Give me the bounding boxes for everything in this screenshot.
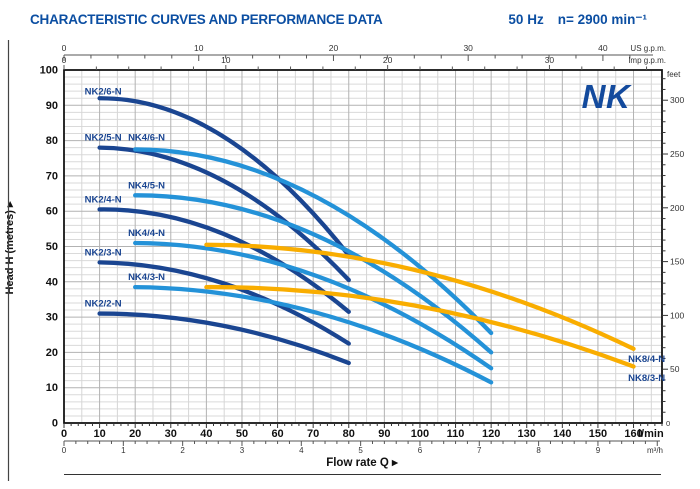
feet-tick-label: 200	[670, 203, 684, 213]
lmin-tick-label: 30	[165, 428, 177, 440]
feet-tick-label: 250	[670, 149, 684, 159]
curve-nk2-2-n	[97, 311, 351, 366]
curve-labels: NK2/6-N NK2/5-N NK2/4-N NK2/3-N NK2/2-N NK4/6…	[85, 87, 666, 384]
metres-tick-label: 10	[46, 382, 58, 394]
lmin-tick-label: 80	[343, 428, 355, 440]
m3h-tick-label: 3	[240, 446, 245, 455]
curve-label: NK4/6-N	[128, 133, 165, 144]
imp-gpm-tick-label: 20	[383, 55, 393, 65]
curve-nk2-5-n	[97, 145, 351, 283]
feet-tick-label: 300	[670, 95, 684, 105]
feet-tick-label: 50	[670, 364, 680, 374]
m3h-tick-label: 6	[418, 446, 423, 455]
curve-nk4-3-n	[133, 284, 494, 385]
metres-tick-label: 100	[40, 65, 58, 77]
m3h-tick-label: 1	[121, 446, 126, 455]
lmin-tick-label: 120	[482, 428, 500, 440]
lmin-tick-label: 160	[624, 428, 642, 440]
us-gpm-tick-label: 30	[463, 43, 473, 53]
page-title: CHARACTERISTIC CURVES AND PERFORMANCE DA…	[30, 12, 383, 27]
frequency-label: 50 Hz	[508, 12, 544, 27]
curve-nk8-4-n	[204, 242, 636, 352]
metres-tick-label: 90	[46, 100, 58, 112]
feet-tick-label: 150	[670, 257, 684, 267]
m3h-tick-label: 4	[299, 446, 304, 455]
us-gpm-tick-label: 10	[194, 43, 204, 53]
metres-tick-label: 60	[46, 206, 58, 218]
axis-us-gpm: 0 10 20 30 40 US g.p.m.	[62, 43, 666, 61]
imp-gpm-tick-label: 30	[545, 55, 555, 65]
curve-nk8-3-n	[204, 284, 636, 369]
m3h-tick-label: 9	[596, 446, 601, 455]
speed-label: n= 2900 min⁻¹	[557, 12, 647, 27]
lmin-tick-label: 110	[447, 428, 465, 440]
feet-tick-label: 100	[670, 310, 684, 320]
nk-logo: NK	[582, 78, 632, 115]
lmin-tick-label: 100	[411, 428, 429, 440]
plot-grid	[64, 70, 662, 423]
axis-lmin: 0 10 20 30 40 50 60 70 80 90 100 110 120 130 140 150 160…	[61, 423, 664, 440]
curve-nk2-4-n	[97, 207, 351, 314]
axis-imp-gpm: 0 10 20 30 Imp g.p.m.	[62, 55, 666, 70]
lmin-tick-label: 0	[61, 428, 67, 440]
us-gpm-tick-label: 20	[329, 43, 339, 53]
curve-label: NK4/3-N	[128, 272, 165, 283]
imp-gpm-tick-label: 10	[221, 55, 231, 65]
curve-label: NK2/5-N	[85, 133, 122, 144]
lmin-tick-label: 70	[307, 428, 319, 440]
lmin-tick-label: 40	[200, 428, 212, 440]
lmin-tick-label: 60	[271, 428, 283, 440]
lmin-tick-label: 140	[553, 428, 571, 440]
curve-nk4-4-n	[133, 240, 494, 371]
axis-head-m: 0 10 20 30 40 50 60 70 80 90 100 Head H (metres) ▸	[4, 65, 58, 430]
lmin-tick-label: 20	[129, 428, 141, 440]
pump-curves	[97, 96, 636, 385]
metres-tick-label: 0	[52, 418, 58, 430]
curve-nk4-6-n	[133, 147, 494, 336]
lmin-tick-label: 10	[93, 428, 105, 440]
us-gpm-tick-label: 0	[62, 43, 67, 53]
axis-feet: 50 100 150 200 250 300 0 feet	[662, 70, 684, 428]
curve-label: NK4/4-N	[128, 228, 165, 239]
metres-tick-label: 50	[46, 241, 58, 253]
metres-tick-label: 20	[46, 347, 58, 359]
metres-tick-label: 40	[46, 276, 58, 288]
curve-label: NK8/3-N	[628, 373, 665, 384]
m3h-tick-label: 5	[358, 446, 363, 455]
m3h-unit-label: m³/h	[647, 446, 663, 455]
imp-gpm-tick-label: 0	[62, 55, 67, 65]
curve-label: NK2/6-N	[85, 87, 122, 98]
us-gpm-unit-label: US g.p.m.	[630, 44, 666, 53]
y-axis-title: Head H (metres) ▸	[4, 201, 16, 294]
x-axis-title: Flow rate Q ▸	[326, 457, 399, 469]
imp-gpm-unit-label: Imp g.p.m.	[628, 56, 666, 65]
lmin-tick-label: 130	[518, 428, 536, 440]
header-specs: 50 Hz n= 2900 min⁻¹	[508, 12, 647, 28]
curve-label: NK2/4-N	[85, 194, 122, 205]
metres-tick-label: 30	[46, 312, 58, 324]
us-gpm-tick-label: 40	[598, 43, 608, 53]
lmin-tick-label: 150	[589, 428, 607, 440]
m3h-tick-label: 8	[536, 446, 541, 455]
lmin-unit-label: l/min	[638, 428, 664, 440]
curve-label: NK2/2-N	[85, 299, 122, 310]
curve-label: NK8/4-N	[628, 354, 665, 365]
lmin-tick-label: 90	[378, 428, 390, 440]
m3h-tick-label: 0	[62, 446, 67, 455]
metres-tick-label: 70	[46, 170, 58, 182]
feet-unit-label: feet	[667, 70, 681, 79]
curve-label: NK4/5-N	[128, 180, 165, 191]
lmin-tick-label: 50	[236, 428, 248, 440]
metres-tick-label: 80	[46, 135, 58, 147]
curve-label: NK2/3-N	[85, 247, 122, 258]
m3h-tick-label: 7	[477, 446, 482, 455]
curve-nk2-6-n	[97, 96, 351, 258]
curve-nk2-3-n	[97, 260, 351, 346]
axis-m3h: 0 1 2 3 4 5 6 7 8 9 m³/h	[62, 440, 663, 455]
feet-zero-label: 0	[666, 419, 670, 428]
m3h-tick-label: 2	[180, 446, 185, 455]
